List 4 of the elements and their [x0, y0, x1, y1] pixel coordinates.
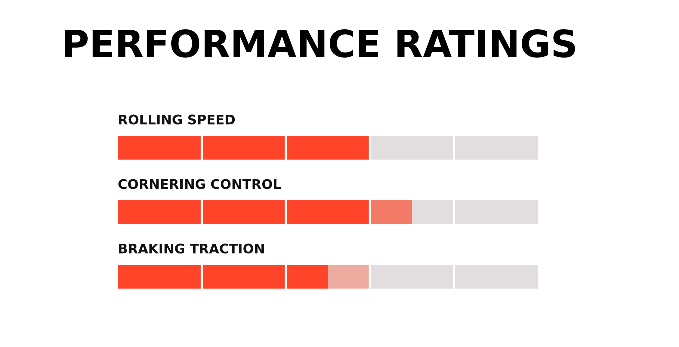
- y-tick-label: ROLLING SPEED: [119, 114, 236, 125]
- y-tick-label: BRAKING TRACTION: [119, 244, 264, 254]
- y-tick-label: CORNERING CONTROL: [118, 179, 282, 190]
- chart-title: PERFORMANCE RATINGS: [65, 30, 576, 58]
